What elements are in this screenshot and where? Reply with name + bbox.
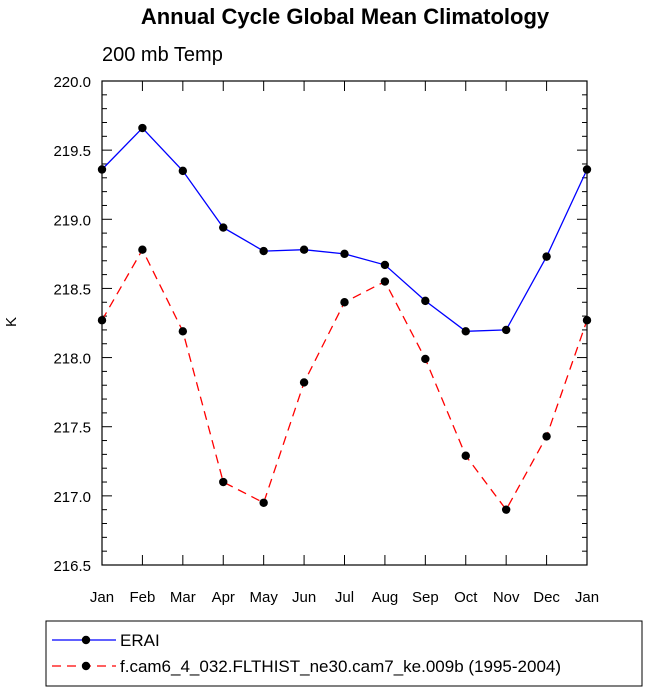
x-tick-label: Apr xyxy=(212,589,235,606)
data-point xyxy=(138,123,147,133)
x-tick-label: Jan xyxy=(90,589,114,606)
legend-item: ERAI xyxy=(52,631,160,650)
x-tick-label: Jul xyxy=(335,589,354,606)
legend-label: f.cam6_4_032.FLTHIST_ne30.cam7_ke.009b (… xyxy=(120,657,561,676)
y-tick-labels: 216.5 217.0 217.5 218.0 218.5 219.0 219.5 220.0 xyxy=(53,74,91,575)
data-point xyxy=(259,498,268,507)
series-line xyxy=(101,248,588,511)
data-point xyxy=(501,325,511,335)
data-point xyxy=(542,432,551,441)
data-point xyxy=(219,477,228,487)
data-point xyxy=(461,327,470,336)
x-tick-label: Dec xyxy=(533,589,560,606)
x-tick-label: Feb xyxy=(129,589,155,606)
data-point xyxy=(259,246,268,256)
y-tick-label: 218.5 xyxy=(53,281,91,298)
data-point xyxy=(178,327,188,336)
legend: ERAI f.cam6_4_032.FLTHIST_ne30.cam7_ke.00… xyxy=(45,620,643,687)
plot-frame xyxy=(101,80,588,566)
legend-marker xyxy=(81,635,91,645)
data-point xyxy=(582,165,592,174)
data-point xyxy=(542,252,551,261)
legend-box xyxy=(45,620,643,687)
chart-title: Annual Cycle Global Mean Climatology xyxy=(141,4,550,29)
data-point xyxy=(299,245,309,254)
axis-ticks xyxy=(101,80,588,566)
data-point xyxy=(582,316,592,325)
data-point xyxy=(340,298,349,307)
x-tick-label: Nov xyxy=(493,589,520,606)
y-tick-label: 220.0 xyxy=(53,74,91,91)
y-tick-label: 219.0 xyxy=(53,212,91,229)
x-tick-label: Jun xyxy=(292,589,316,606)
x-tick-label: Aug xyxy=(372,589,399,606)
y-axis-label: K xyxy=(3,317,20,327)
legend-item: f.cam6_4_032.FLTHIST_ne30.cam7_ke.009b (… xyxy=(52,657,561,676)
y-tick-label: 218.0 xyxy=(53,351,91,368)
y-tick-label: 219.5 xyxy=(53,143,91,160)
data-point xyxy=(380,260,390,270)
y-tick-label: 217.0 xyxy=(53,489,91,506)
x-tick-label: Jan xyxy=(575,589,599,606)
legend-items: ERAI f.cam6_4_032.FLTHIST_ne30.cam7_ke.00… xyxy=(52,631,561,676)
x-tick-label: May xyxy=(249,589,278,606)
x-tick-label: Mar xyxy=(170,589,196,606)
y-tick-label: 216.5 xyxy=(53,558,91,575)
data-point xyxy=(178,166,188,176)
y-tick-label: 217.5 xyxy=(53,420,91,437)
data-point xyxy=(138,245,147,254)
data-point xyxy=(219,223,228,232)
series-layer xyxy=(97,123,592,514)
data-point xyxy=(299,378,309,387)
legend-label: ERAI xyxy=(120,631,160,650)
series-1 xyxy=(97,123,592,336)
data-point xyxy=(461,451,470,460)
series-2 xyxy=(97,245,592,514)
data-point xyxy=(421,354,430,364)
data-point xyxy=(340,249,349,259)
data-point xyxy=(380,277,390,286)
chart-subtitle: 200 mb Temp xyxy=(102,44,223,66)
x-tick-label: Sep xyxy=(412,589,439,606)
x-tick-labels: Jan Feb Mar Apr May Jun Jul Aug Sep Oct Nov Dec Jan xyxy=(90,589,599,606)
data-point xyxy=(421,296,430,306)
data-point xyxy=(501,505,511,514)
data-point xyxy=(97,316,107,325)
legend-marker xyxy=(81,661,91,671)
x-tick-label: Oct xyxy=(454,589,478,606)
data-point xyxy=(97,165,107,174)
